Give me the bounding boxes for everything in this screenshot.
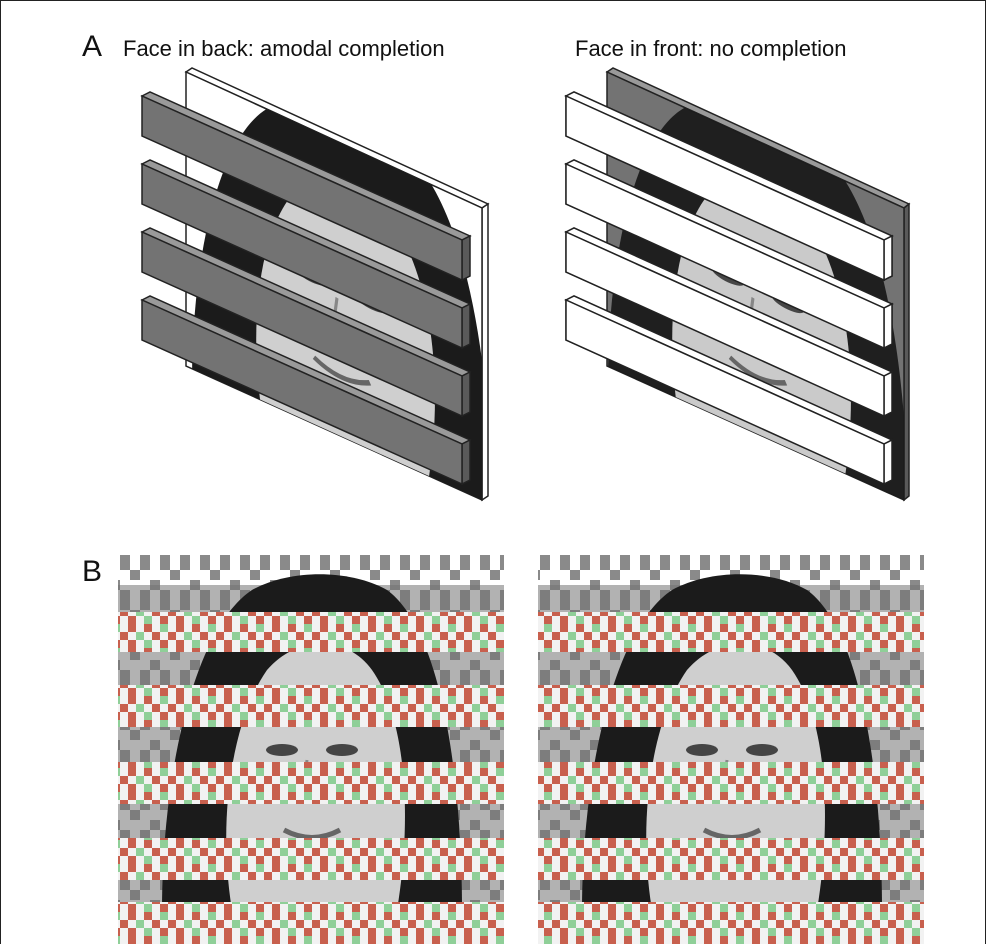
panel-a-right-illustration <box>564 67 911 502</box>
panel-a-left-title: Face in back: amodal completion <box>123 36 445 61</box>
panel-b-left-stimulus <box>118 555 504 944</box>
panel-a-left-illustration <box>140 67 490 502</box>
panel-b-right-stimulus <box>538 555 924 944</box>
panel-a-right-title: Face in front: no completion <box>575 36 847 61</box>
panel-b-letter: B <box>82 555 103 588</box>
panel-a-letter: A <box>82 30 103 63</box>
